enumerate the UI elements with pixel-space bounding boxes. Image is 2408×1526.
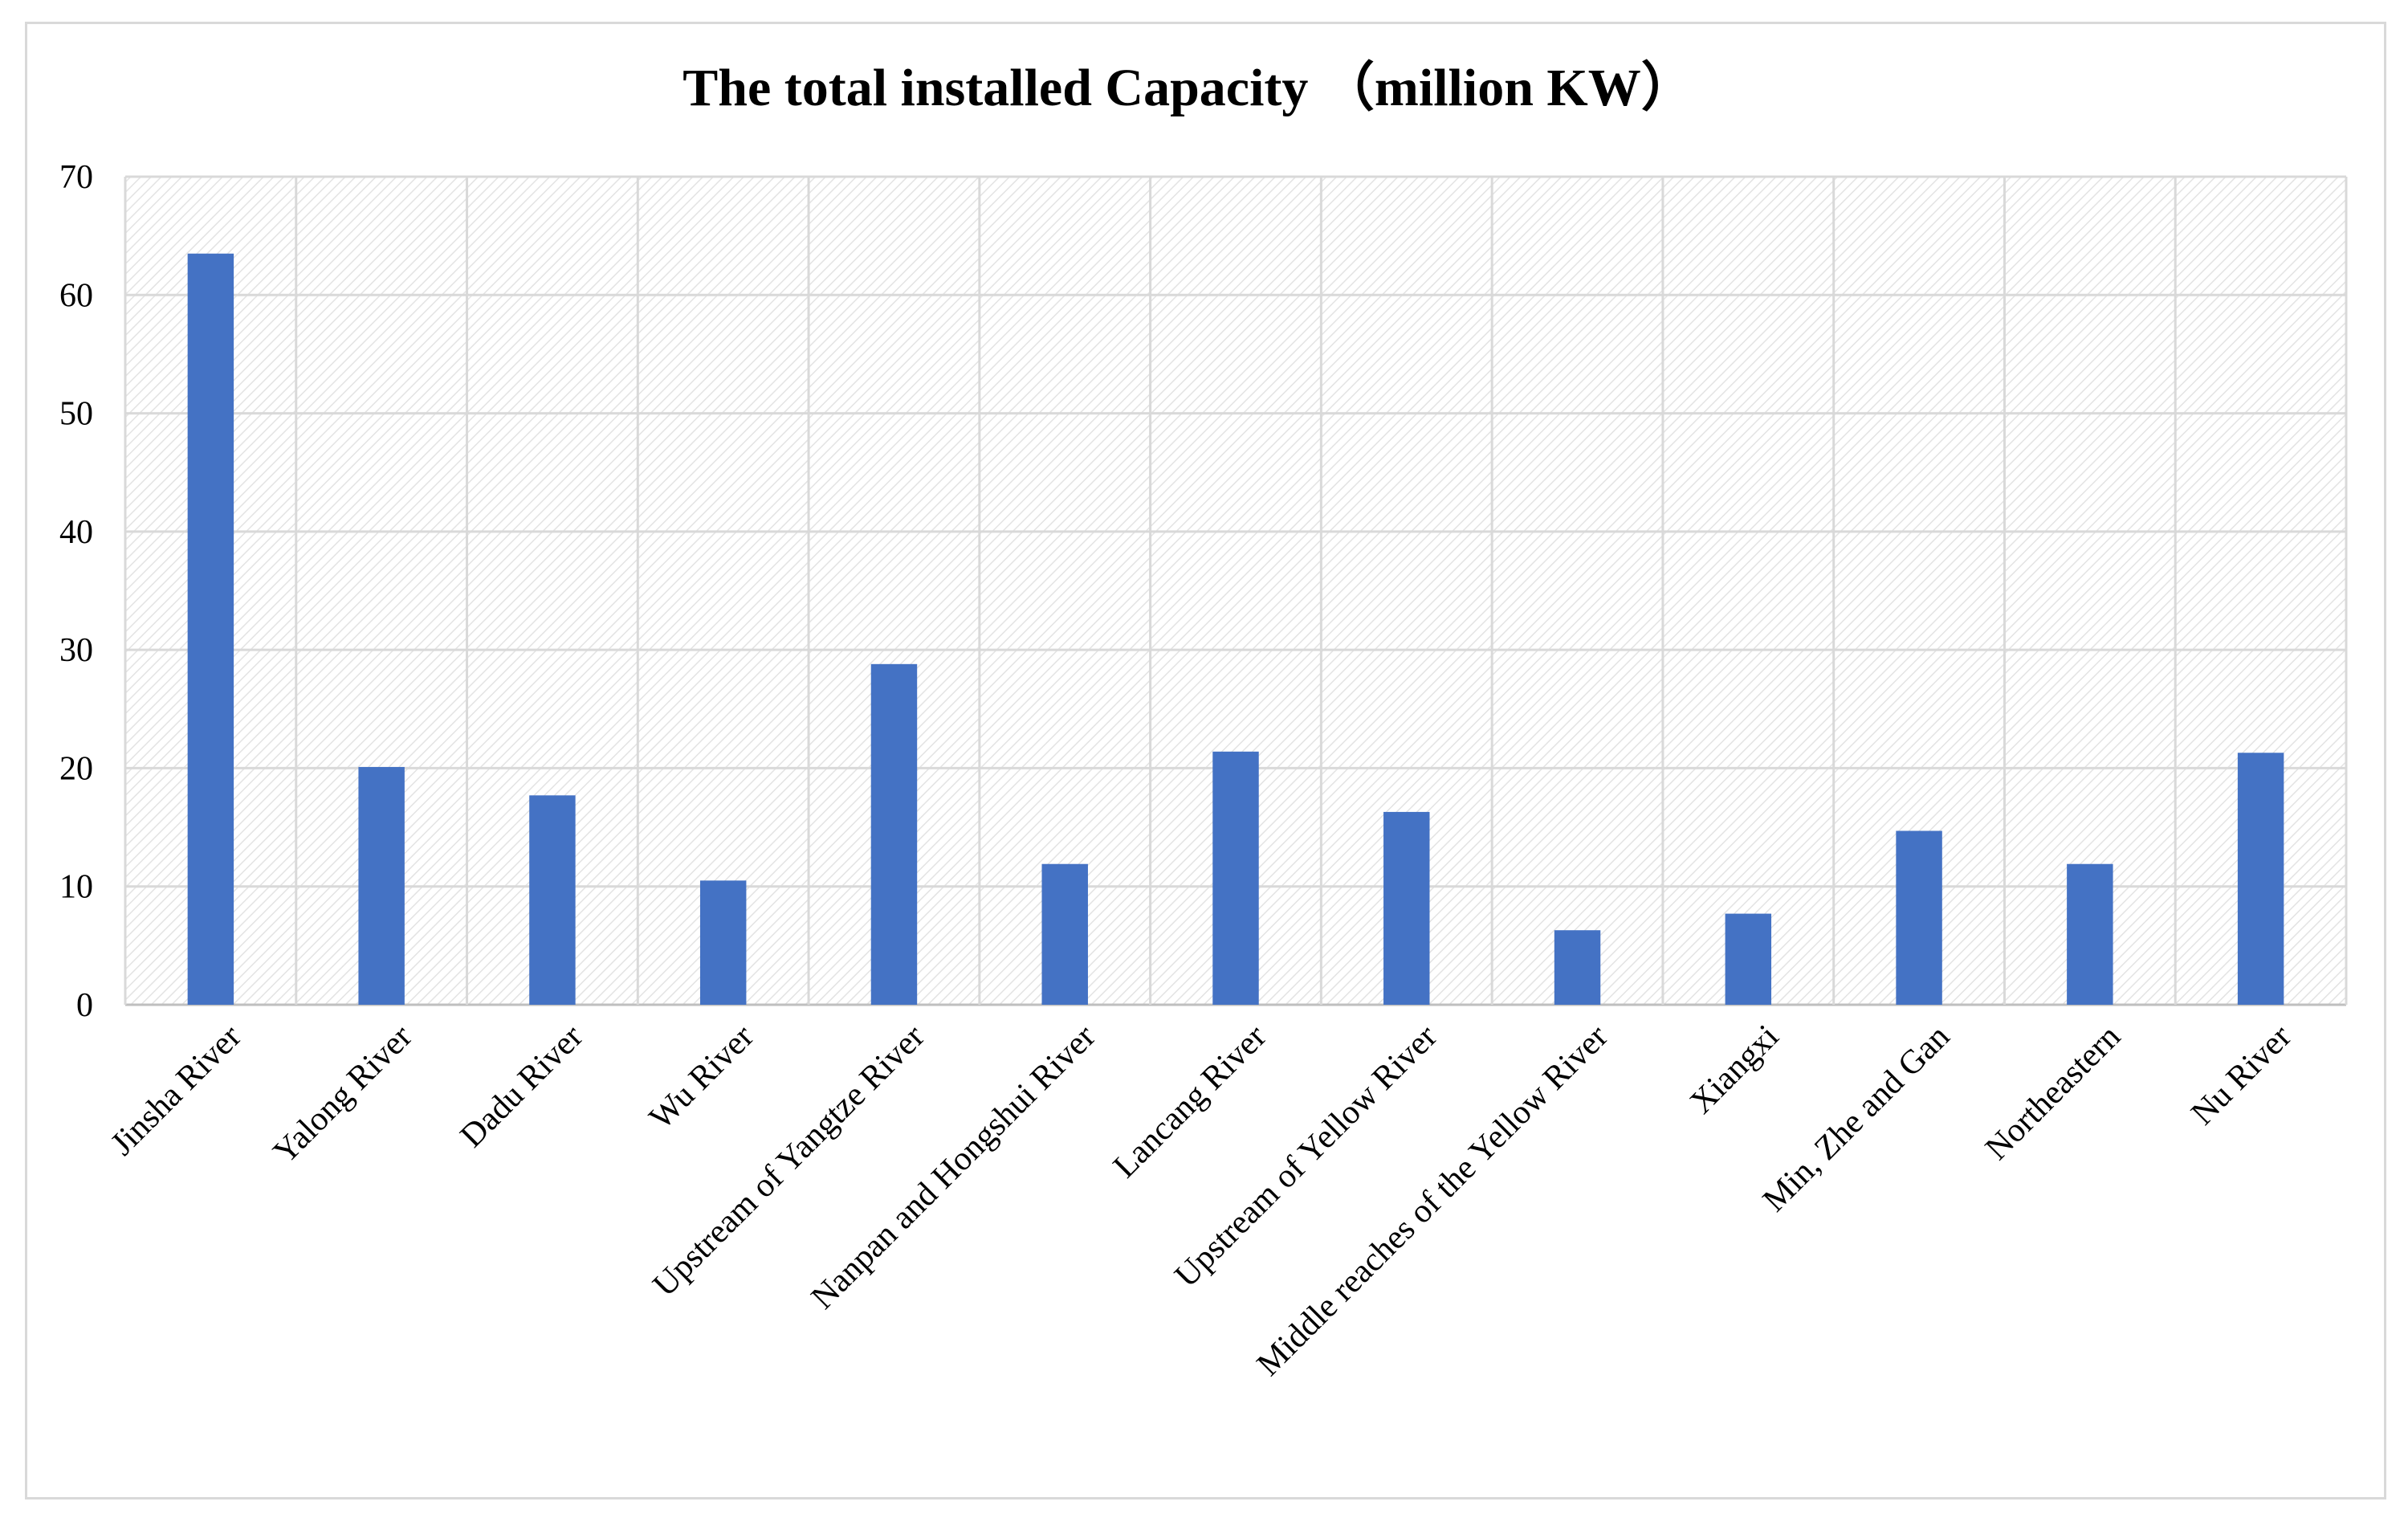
x-tick-label-11: Northeastern: [1978, 1018, 2128, 1168]
x-tick-label-2: Dadu River: [454, 1018, 590, 1155]
x-tick-label-6: Lancang River: [1106, 1018, 1273, 1185]
y-tick-label-6: 60: [59, 277, 93, 314]
y-tick-label-4: 40: [59, 514, 93, 551]
bar-7: [1383, 811, 1430, 1005]
y-tick-label-7: 70: [59, 159, 93, 196]
x-tick-label-10: Min, Zhe and Gan: [1756, 1018, 1957, 1219]
bar-10: [1896, 830, 1942, 1005]
bar-11: [2067, 863, 2113, 1005]
x-tick-label-0: Jinsha River: [104, 1018, 248, 1163]
bar-4: [870, 663, 918, 1005]
bar-1: [358, 766, 405, 1005]
bar-9: [1725, 913, 1772, 1005]
y-tick-label-3: 30: [59, 632, 93, 669]
y-tick-label-5: 50: [59, 396, 93, 433]
x-tick-label-1: Yalong River: [267, 1018, 419, 1171]
x-tick-label-12: Nu River: [2184, 1018, 2298, 1132]
bar-0: [187, 253, 234, 1005]
x-tick-label-3: Wu River: [642, 1018, 761, 1137]
y-tick-label-2: 20: [59, 750, 93, 787]
bar-3: [699, 880, 747, 1005]
chart-title: The total installed Capacity （million KW…: [682, 58, 1694, 117]
y-tick-label-0: 0: [76, 987, 93, 1024]
x-tick-label-5: Nanpan and Hongshui River: [805, 1018, 1103, 1317]
bars: [187, 253, 2284, 1005]
gridlines: [124, 175, 2348, 1006]
x-tick-label-4: Upstream of Yangtze River: [646, 1018, 932, 1304]
bar-6: [1212, 751, 1259, 1005]
bar-2: [529, 795, 576, 1005]
bar-12: [2237, 753, 2284, 1005]
bar-8: [1554, 930, 1601, 1005]
bar-5: [1041, 863, 1088, 1005]
x-tick-label-8: Middle reaches of the Yellow River: [1250, 1018, 1616, 1384]
y-axis-ticks: 0 10 20 30 40 50 60 70: [59, 159, 93, 1024]
x-tick-label-9: Xiangxi: [1683, 1018, 1786, 1121]
x-axis-ticks: Jinsha River Yalong River Dadu River Wu Riv…: [104, 1018, 2298, 1384]
y-tick-label-1: 10: [59, 869, 93, 906]
